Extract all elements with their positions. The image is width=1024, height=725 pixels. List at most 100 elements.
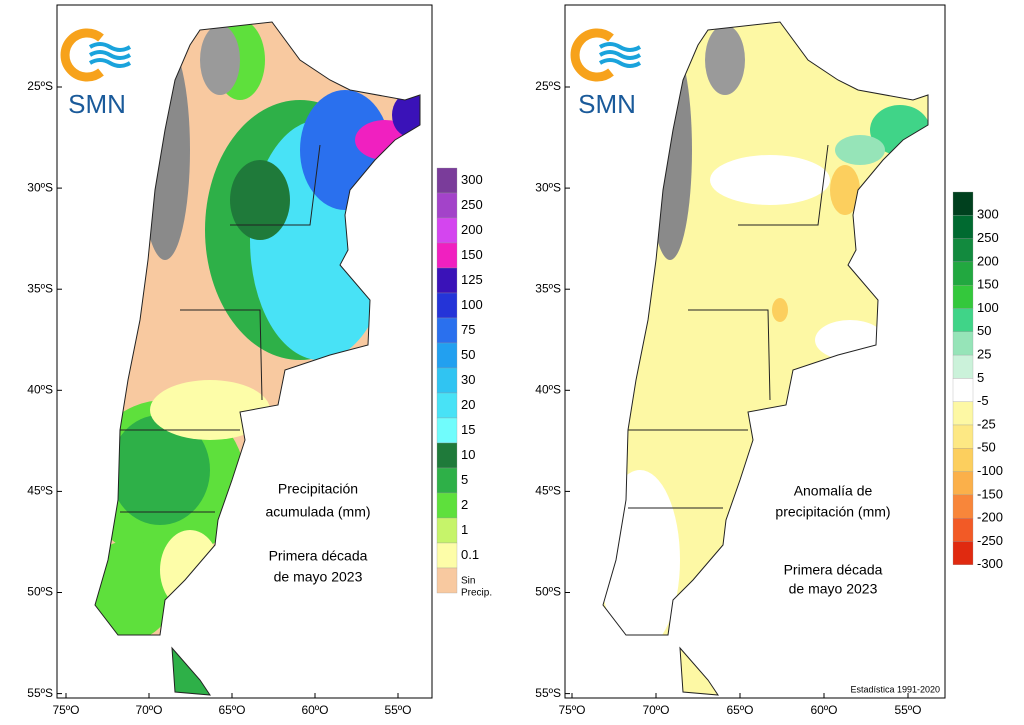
legend-label: 2 (461, 497, 468, 512)
legend-label: 1 (461, 522, 468, 537)
legend-label: 250 (977, 230, 999, 245)
legend-label: 30 (461, 372, 475, 387)
legend-swatch (952, 471, 974, 496)
legend-swatch (436, 217, 458, 244)
legend-label: 5 (977, 370, 984, 385)
legend-label: 5 (461, 472, 468, 487)
legend-swatch (436, 317, 458, 344)
lon-label: 60ºO (301, 703, 328, 717)
legend-label: 10 (461, 447, 475, 462)
lat-label: 55ºS (27, 686, 53, 700)
legend-swatch (952, 331, 974, 356)
lat-label: 30ºS (535, 180, 561, 194)
title: Precipitación (278, 481, 358, 497)
legend-swatch (952, 285, 974, 309)
legend-swatch (952, 261, 974, 286)
lat-label: 30ºS (27, 180, 53, 194)
legend-swatch (436, 392, 458, 419)
legend-label: 75 (461, 322, 475, 337)
legend-swatch (436, 567, 458, 594)
lat-label: 45ºS (27, 484, 53, 498)
lon-label: 70ºO (642, 703, 669, 717)
legend-label: 15 (461, 422, 475, 437)
legend-label: 50 (977, 323, 991, 338)
lon-label: 55ºO (894, 703, 921, 717)
legend-label: 100 (461, 297, 483, 312)
title: precipitación (mm) (775, 504, 890, 520)
lat-label: 40ºS (27, 382, 53, 396)
legend-swatch (436, 467, 458, 494)
logo: SMN (570, 28, 642, 119)
legend-swatch (952, 215, 974, 239)
footnote: Estadística 1991-2020 (850, 684, 940, 694)
legend-swatch (952, 494, 974, 519)
legend-swatch (436, 167, 458, 194)
lat-label: 40ºS (535, 382, 561, 396)
legend-label: 200 (461, 222, 483, 237)
lat-label: 35ºS (27, 281, 53, 295)
legend-label: -150 (977, 486, 1003, 501)
legend-label: 150 (461, 247, 483, 262)
legend-swatch (436, 492, 458, 519)
legend-swatch (952, 238, 974, 263)
legend-label: 20 (461, 397, 475, 412)
legend-label: -200 (977, 510, 1003, 525)
left-panel: SMN Precipitación acumulada (mm) Primera… (56, 4, 433, 699)
lon-label: 75ºO (558, 703, 585, 717)
legend-label: -250 (977, 533, 1003, 548)
legend-swatch (436, 192, 458, 219)
legend-swatch (436, 517, 458, 544)
legend-label: -25 (977, 416, 996, 431)
legend-label: 250 (461, 197, 483, 212)
period: Primera década (784, 562, 883, 578)
legend-swatch (436, 242, 458, 269)
legend-swatch (952, 308, 974, 332)
legend-swatch (436, 417, 458, 444)
legend-label: 150 (977, 277, 999, 292)
lon-label: 65ºO (726, 703, 753, 717)
legend-label: 25 (977, 347, 991, 362)
title: Anomalía de (794, 483, 873, 499)
legend-swatch (952, 191, 974, 216)
legend-label: 300 (461, 172, 483, 187)
legend-swatch (436, 267, 458, 294)
legend-swatch (952, 424, 974, 449)
lat-label: 55ºS (535, 686, 561, 700)
legend-label: 125 (461, 272, 483, 287)
lat-label: 45ºS (535, 484, 561, 498)
right-panel: SMN Anomalía de precipitación (mm) Prime… (564, 4, 946, 699)
period: Primera década (269, 548, 368, 564)
legend-label: -5 (977, 393, 989, 408)
legend-label: 0.1 (461, 547, 479, 562)
lon-label: 65ºO (218, 703, 245, 717)
legend-swatch (952, 401, 974, 426)
legend-label: Sin Precip. (461, 575, 492, 598)
logo: SMN (60, 28, 132, 119)
legend-label: -50 (977, 440, 996, 455)
legend-label: 200 (977, 253, 999, 268)
lat-label: 25ºS (535, 79, 561, 93)
legend-swatch (436, 542, 458, 569)
title: acumulada (mm) (265, 504, 370, 520)
lat-label: 50ºS (535, 585, 561, 599)
lon-label: 60ºO (810, 703, 837, 717)
legend-label: -300 (977, 556, 1003, 571)
lon-label: 70ºO (135, 703, 162, 717)
legend-swatch (436, 342, 458, 369)
legend-label: 100 (977, 300, 999, 315)
lat-label: 35ºS (535, 281, 561, 295)
legend-swatch (952, 518, 974, 542)
period: de mayo 2023 (789, 581, 878, 597)
legend-swatch (952, 354, 974, 379)
lat-label: 25ºS (27, 79, 53, 93)
lat-label: 50ºS (27, 585, 53, 599)
lon-label: 75ºO (52, 703, 79, 717)
logo-text: SMN (68, 89, 126, 119)
legend-swatch (952, 541, 974, 565)
legend-label: 300 (977, 207, 999, 222)
legend-swatch (952, 378, 974, 402)
legend-label: -100 (977, 463, 1003, 478)
lon-label: 55ºO (384, 703, 411, 717)
